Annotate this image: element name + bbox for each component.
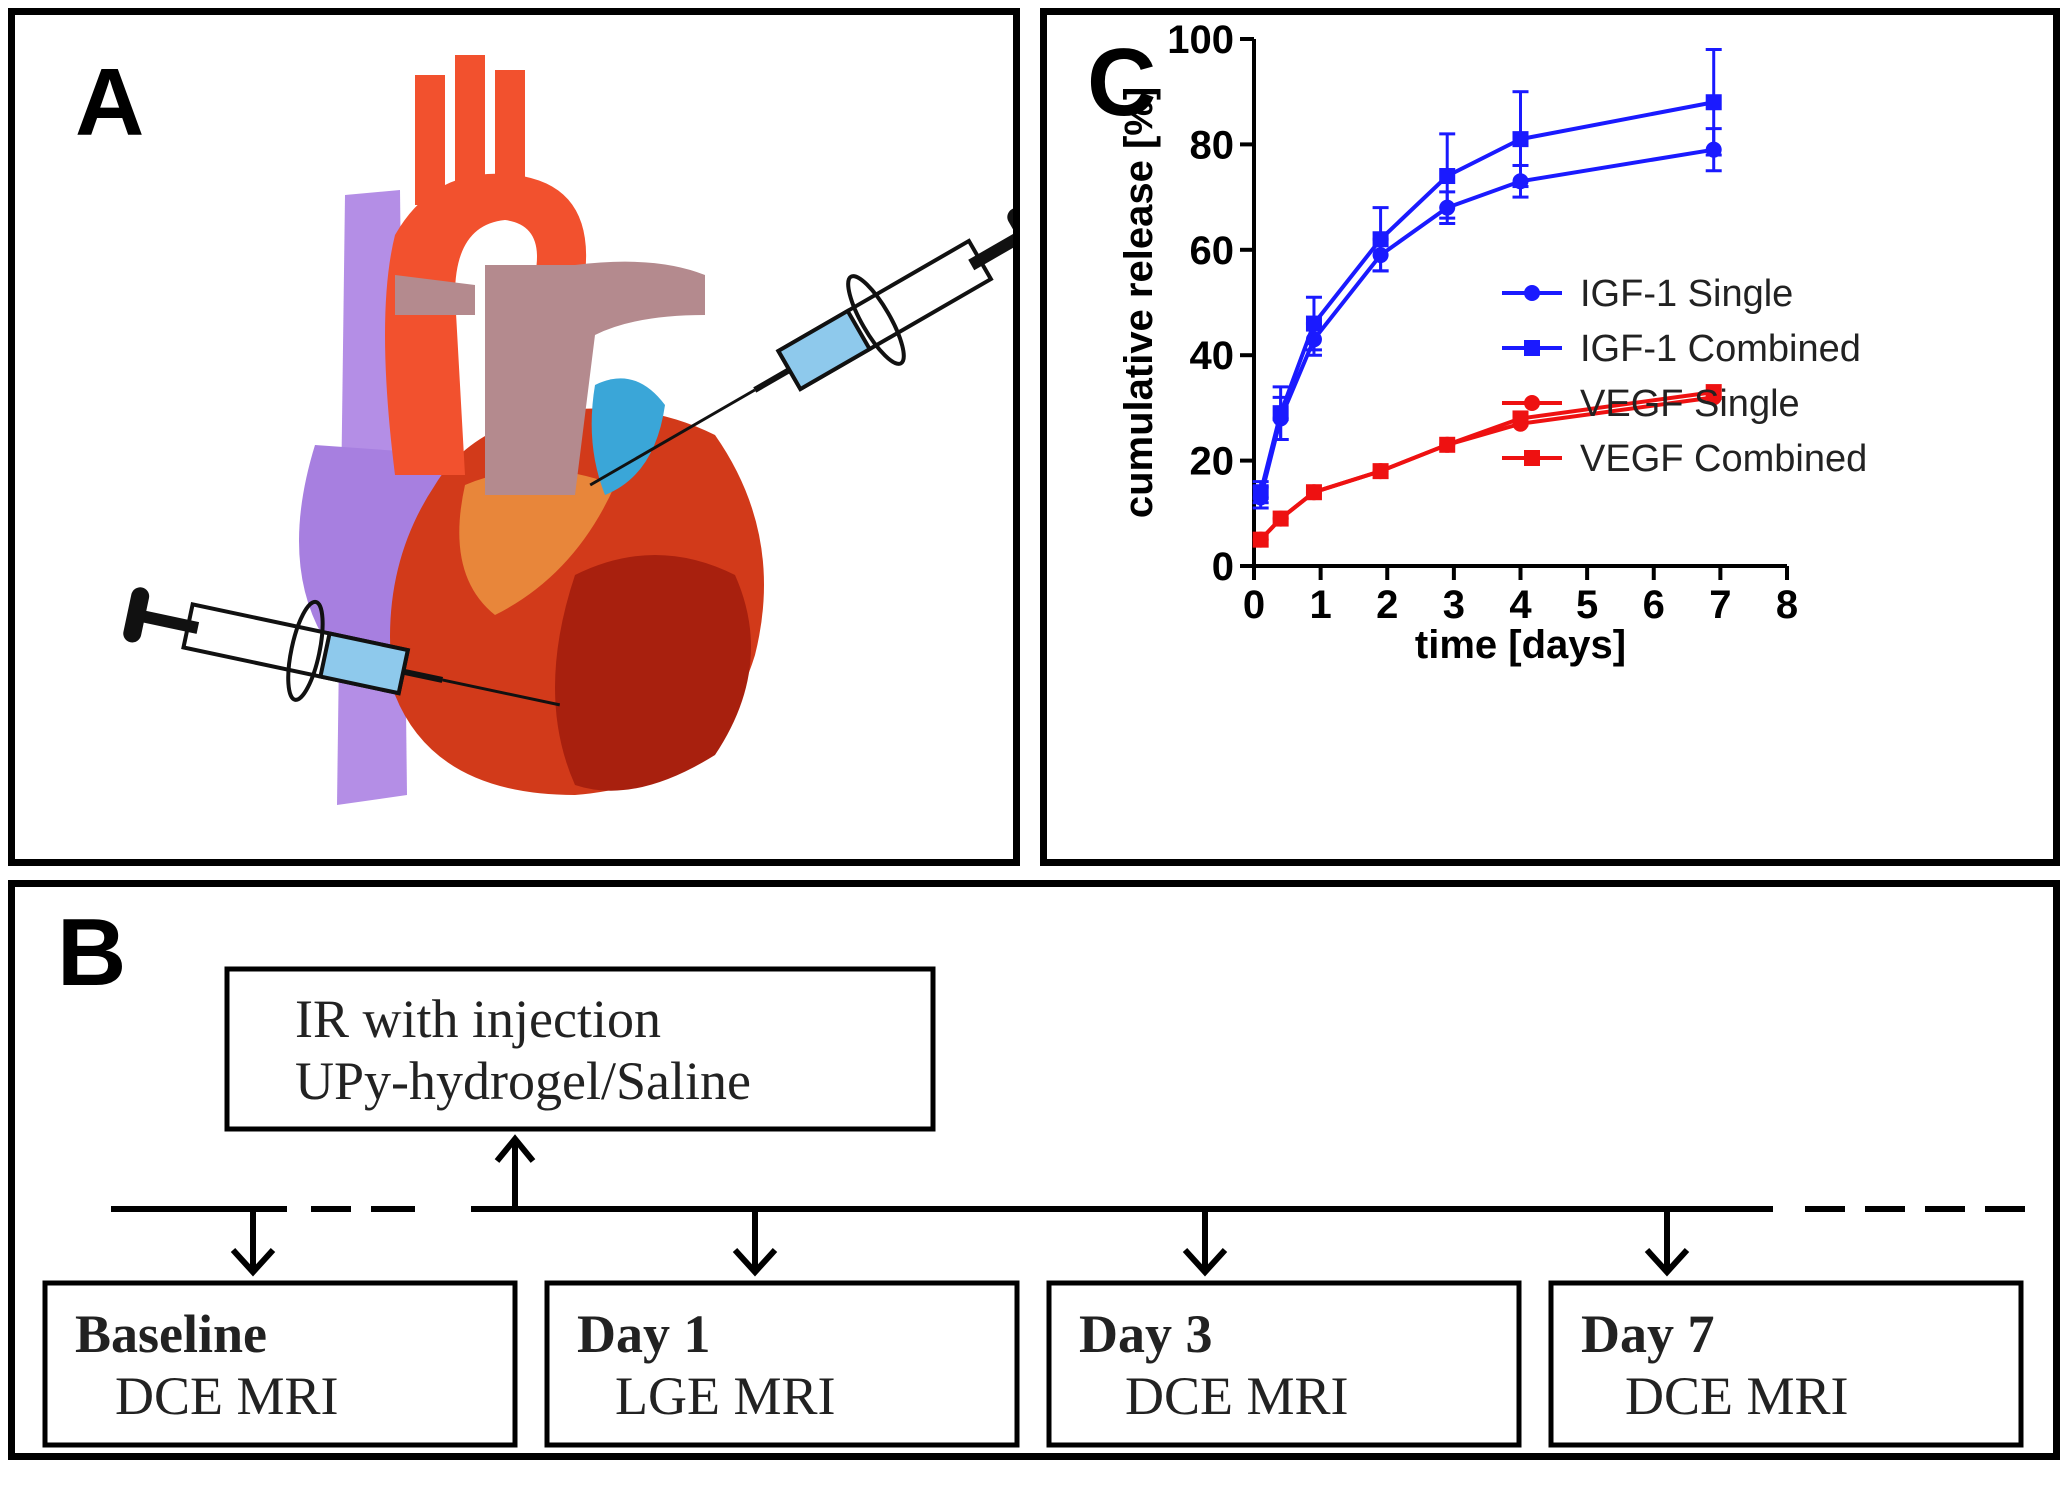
data-point	[1305, 315, 1322, 332]
data-point	[1439, 168, 1456, 185]
x-tick-label: 3	[1443, 583, 1465, 627]
step-subtitle-day1: LGE MRI	[615, 1366, 835, 1426]
data-point	[1272, 405, 1289, 422]
injection-arrow-head	[494, 1134, 536, 1163]
x-axis-title: time [days]	[1415, 623, 1626, 667]
heart-dark-region	[555, 555, 751, 791]
data-point	[1439, 436, 1456, 453]
panel-b: B IR with injection UPy-hydrogel/Saline	[8, 880, 2060, 1460]
y-tick-label: 100	[1167, 18, 1234, 62]
legend-marker	[1524, 450, 1540, 466]
legend-label: IGF-1 Combined	[1580, 328, 1861, 370]
step-subtitle-day3: DCE MRI	[1125, 1366, 1349, 1426]
legend-item: VEGF Combined	[1502, 438, 1867, 480]
chart-legend: IGF-1 Single IGF-1 Combined VEGF Single VEG…	[1502, 273, 1867, 480]
timeline-diagram: IR with injection UPy-hydrogel/Saline	[42, 966, 2025, 1448]
legend-marker	[1524, 340, 1540, 356]
x-tick-label: 2	[1376, 583, 1398, 627]
step-box-day7	[1548, 1280, 2024, 1448]
data-point	[1305, 484, 1322, 501]
data-point	[1272, 510, 1289, 527]
data-point	[1512, 410, 1529, 427]
aortic-branch-3	[495, 70, 525, 210]
panel-letter-c: C	[1087, 29, 1157, 136]
heart-highlight	[459, 470, 615, 615]
data-point	[1372, 463, 1389, 480]
panel-c: C 0 20 40 60 80 100 0 1 2 3 4 5 6 7 8 time [days] cumula…	[1040, 8, 2060, 866]
aortic-branch-1	[415, 75, 445, 205]
step-subtitle-baseline: DCE MRI	[115, 1366, 339, 1426]
legend-label: VEGF Combined	[1580, 438, 1867, 480]
arrow-day7	[1644, 1209, 1690, 1277]
series-igf-1-combined	[1252, 48, 1722, 505]
y-tick-label: 80	[1190, 123, 1235, 167]
left-atrium	[591, 378, 665, 495]
series-vegf-combined	[1252, 384, 1722, 548]
step-title-day3: Day 3	[1079, 1304, 1213, 1364]
x-tick-label: 4	[1509, 583, 1532, 627]
legend-item: IGF-1 Single	[1502, 273, 1793, 315]
arrow-day3	[1182, 1209, 1228, 1277]
arrow-day1	[732, 1209, 778, 1277]
step-title-day1: Day 1	[577, 1304, 711, 1364]
heart-illustration	[123, 55, 1013, 805]
data-point	[1372, 231, 1389, 248]
x-tick-label: 0	[1243, 583, 1265, 627]
x-tick-label: 8	[1776, 583, 1798, 627]
aorta	[385, 173, 587, 475]
step-subtitle-day7: DCE MRI	[1625, 1366, 1849, 1426]
step-title-day7: Day 7	[1581, 1304, 1715, 1364]
chart-series	[1252, 48, 1722, 548]
y-tick-label: 60	[1190, 229, 1235, 273]
panel-a: A	[8, 8, 1020, 866]
y-tick-label: 40	[1190, 334, 1235, 378]
injection-line-1: IR with injection	[295, 989, 661, 1049]
aortic-branch-2	[455, 55, 485, 195]
step-title-baseline: Baseline	[75, 1304, 267, 1364]
data-point	[1252, 531, 1269, 548]
data-point	[1705, 384, 1722, 401]
injection-line-2: UPy-hydrogel/Saline	[295, 1051, 751, 1111]
legend-item: IGF-1 Combined	[1502, 328, 1861, 370]
data-point	[1512, 131, 1529, 148]
syringe-left	[123, 587, 561, 707]
pulmonary-trunk	[485, 261, 705, 495]
panel-letter-a: A	[75, 49, 145, 156]
legend-marker	[1524, 285, 1540, 301]
legend-item: VEGF Single	[1502, 383, 1800, 425]
y-tick-label: 0	[1212, 545, 1234, 589]
y-axis-title: cumulative release [%]	[1117, 87, 1161, 518]
step-box-day3	[1046, 1280, 1522, 1448]
syringe-right	[589, 208, 1013, 487]
arrow-baseline	[230, 1209, 276, 1277]
data-point	[1252, 484, 1269, 501]
x-tick-label: 5	[1576, 583, 1598, 627]
panel-letter-b: B	[57, 899, 127, 1006]
step-box-day1	[544, 1280, 1020, 1448]
legend-label: IGF-1 Single	[1580, 273, 1793, 315]
y-tick-label: 20	[1190, 440, 1235, 484]
legend-label: VEGF Single	[1580, 383, 1800, 425]
x-tick-label: 6	[1643, 583, 1665, 627]
x-tick-label: 1	[1310, 583, 1332, 627]
pulmonary-left-branch	[395, 275, 475, 315]
legend-marker	[1524, 395, 1540, 411]
step-box-baseline	[42, 1280, 518, 1448]
injection-box	[224, 966, 936, 1132]
x-tick-label: 7	[1709, 583, 1731, 627]
data-point	[1705, 94, 1722, 111]
